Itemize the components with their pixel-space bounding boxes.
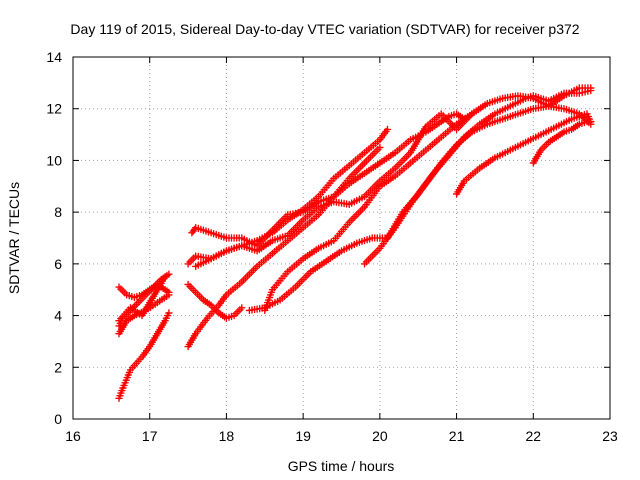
series-markers — [188, 110, 468, 250]
series-s15 — [529, 117, 595, 167]
series-markers — [529, 117, 595, 167]
x-tick-label: 23 — [602, 428, 618, 444]
series-s10 — [192, 110, 476, 271]
x-tick-label: 20 — [372, 428, 388, 444]
y-tick-label: 4 — [54, 308, 62, 324]
series-markers — [115, 280, 173, 302]
x-tick-label: 17 — [142, 428, 158, 444]
data-series — [115, 84, 595, 402]
y-tick-labels: 0 2 4 6 8 10 12 14 — [46, 49, 62, 427]
series-markers — [192, 110, 476, 271]
series-s5 — [115, 291, 173, 338]
grid-lines — [73, 57, 610, 419]
y-tick-label: 8 — [54, 204, 62, 220]
chart-title: Day 119 of 2015, Sidereal Day-to-day VTE… — [70, 21, 579, 37]
series-markers — [360, 102, 595, 268]
series-markers — [245, 86, 595, 315]
y-tick-label: 10 — [46, 152, 62, 168]
y-axis-label: SDTVAR / TECUs — [6, 182, 22, 294]
x-tick-label: 19 — [295, 428, 311, 444]
plot-frame — [72, 56, 611, 420]
series-s7 — [184, 143, 384, 351]
x-tick-label: 18 — [219, 428, 235, 444]
x-tick-label: 22 — [525, 428, 541, 444]
series-s13 — [360, 102, 595, 268]
series-markers — [452, 110, 595, 198]
series-markers — [184, 143, 384, 351]
series-markers — [115, 309, 173, 402]
y-tick-label: 14 — [46, 49, 62, 65]
series-markers — [115, 291, 173, 338]
series-s14 — [452, 110, 595, 198]
series-s9 — [188, 110, 468, 250]
series-s4 — [115, 280, 173, 302]
series-s1 — [115, 309, 173, 402]
x-tick-label: 21 — [449, 428, 465, 444]
axis-ticks — [72, 56, 611, 420]
y-tick-label: 2 — [54, 359, 62, 375]
x-tick-labels: 16 17 18 19 20 21 22 23 — [65, 428, 618, 444]
y-tick-label: 6 — [54, 256, 62, 272]
x-axis-label: GPS time / hours — [288, 458, 395, 474]
y-tick-label: 0 — [54, 411, 62, 427]
y-tick-label: 12 — [46, 101, 62, 117]
x-tick-label: 16 — [65, 428, 81, 444]
series-s11 — [245, 86, 595, 315]
